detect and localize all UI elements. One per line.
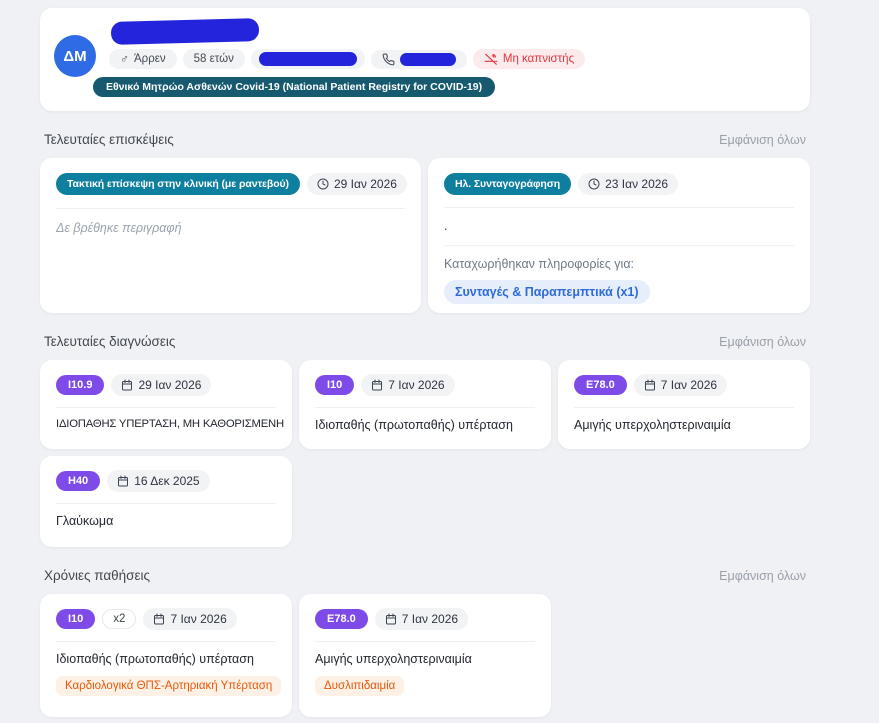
icd10-code-badge: E78.0 (315, 609, 368, 629)
card-divider (444, 207, 794, 208)
diagnosis-name: Γλαύκωμα (56, 514, 114, 528)
avatar: ΔΜ (54, 35, 96, 77)
chronic-show-all-link[interactable]: Εμφάνιση όλων (719, 568, 806, 583)
patient-id-redacted (258, 52, 357, 66)
visits-section-title: Τελευταίες επισκέψεις (44, 132, 174, 147)
visit-date: 23 Ιαν 2026 (605, 177, 669, 191)
diagnosis-date-badge: 7 Ιαν 2026 (633, 374, 728, 396)
chronic-condition-card[interactable]: I10 x2 7 Ιαν 2026 Ιδιοπαθής (πρωτοπαθής)… (40, 594, 292, 717)
chronic-condition-card[interactable]: E78.0 7 Ιαν 2026 Αμιγής υπερχοληστεριναι… (299, 594, 551, 717)
non-smoker-label: Μη καπνιστής (502, 53, 575, 65)
gender-label: Άρρεν (134, 53, 166, 65)
visit-date-badge: 23 Ιαν 2026 (578, 173, 679, 195)
patient-header-card: ΔΜ ♂ Άρρεν 58 ετών (40, 8, 810, 111)
prescriptions-referrals-tag[interactable]: Συνταγές & Παραπεμπτικά (x1) (444, 280, 650, 304)
visit-date: 29 Ιαν 2026 (333, 177, 397, 191)
diagnosis-date-badge: 29 Ιαν 2026 (111, 374, 212, 396)
diagnosis-card[interactable]: E78.0 7 Ιαν 2026 Αμιγής υπερχοληστεριναι… (558, 360, 810, 449)
chronic-section-title: Χρόνιες παθήσεις (44, 568, 151, 583)
visit-description: Δε βρέθηκε περιγραφή (56, 221, 182, 235)
chronic-cards-grid: I10 x2 7 Ιαν 2026 Ιδιοπαθής (πρωτοπαθής)… (40, 594, 810, 717)
no-smoking-icon (484, 52, 498, 66)
condition-category-tag: Δυσλιπιδαιμία (315, 676, 405, 696)
calendar-icon (385, 613, 397, 625)
diagnosis-date: 7 Ιαν 2026 (660, 378, 718, 392)
diagnosis-date-badge: 7 Ιαν 2026 (361, 374, 455, 396)
non-smoker-badge: Μη καπνιστής (472, 49, 586, 69)
visit-card[interactable]: Τακτική επίσκεψη στην κλινική (με ραντεβ… (40, 158, 421, 313)
age-label: 58 ετών (193, 53, 234, 65)
condition-date: 7 Ιαν 2026 (401, 612, 459, 626)
visit-date-badge: 29 Ιαν 2026 (306, 173, 407, 195)
covid-registry-badge: Εθνικό Μητρώο Ασθενών Covid-19 (National… (93, 77, 496, 97)
calendar-icon (121, 379, 133, 391)
card-divider (56, 407, 276, 408)
icd10-code-badge: E78.0 (574, 375, 627, 395)
gender-badge: ♂ Άρρεν (109, 49, 177, 69)
condition-date-badge: 7 Ιαν 2026 (374, 608, 469, 630)
card-divider (56, 208, 405, 209)
card-divider (315, 407, 535, 408)
clock-icon (317, 178, 329, 190)
diagnosis-card[interactable]: H40 16 Δεκ 2025 Γλαύκωμα (40, 456, 292, 547)
diagnosis-card[interactable]: I10.9 29 Ιαν 2026 ΙΔΙΟΠΑΘΗΣ ΥΠΕΡΤΑΣΗ, ΜΗ… (40, 360, 292, 449)
age-badge: 58 ετών (182, 49, 245, 69)
condition-date-badge: 7 Ιαν 2026 (143, 608, 237, 630)
occurrence-count-badge: x2 (102, 609, 137, 629)
card-divider (574, 407, 794, 408)
visit-description: . (444, 219, 448, 233)
male-icon: ♂ (120, 52, 129, 66)
diagnoses-section-header: Τελευταίες διαγνώσεις Εμφάνιση όλων (44, 334, 806, 349)
card-divider (444, 245, 794, 246)
chronic-section-header: Χρόνιες παθήσεις Εμφάνιση όλων (44, 568, 806, 583)
condition-category-tag: Καρδιολογικά ΘΠΣ-Αρτηριακή Υπέρταση (56, 676, 282, 696)
calendar-icon (117, 475, 129, 487)
calendar-icon (371, 379, 383, 391)
clock-icon (588, 178, 600, 190)
phone-badge (370, 49, 467, 69)
phone-icon (382, 53, 395, 66)
visit-type-badge: Τακτική επίσκεψη στην κλινική (με ραντεβ… (56, 173, 300, 195)
diagnoses-section-title: Τελευταίες διαγνώσεις (44, 334, 176, 349)
calendar-icon (153, 613, 165, 625)
condition-name: Αμιγής υπερχοληστεριναιμία (315, 652, 472, 666)
diagnosis-name: Αμιγής υπερχοληστεριναιμία (574, 418, 731, 432)
diagnosis-name: ΙΔΙΟΠΑΘΗΣ ΥΠΕΡΤΑΣΗ, ΜΗ ΚΑΘΟΡΙΣΜΕΝΗ (56, 418, 284, 430)
patient-id-badge (250, 49, 365, 69)
calendar-icon (644, 379, 656, 391)
diagnosis-card[interactable]: I10 7 Ιαν 2026 Ιδιοπαθής (πρωτοπαθής) υπ… (299, 360, 551, 449)
patient-name-redacted (110, 18, 260, 45)
recorded-info-label: Καταχωρήθηκαν πληροφορίες για: (444, 257, 635, 271)
diagnosis-date: 29 Ιαν 2026 (138, 378, 202, 392)
visit-type-badge: Ηλ. Συνταγογράφηση (444, 173, 572, 195)
diagnoses-show-all-link[interactable]: Εμφάνιση όλων (719, 334, 806, 349)
card-divider (315, 641, 535, 642)
card-divider (56, 503, 276, 504)
diagnosis-date: 16 Δεκ 2025 (134, 474, 200, 488)
phone-number-redacted (399, 52, 456, 66)
icd10-code-badge: I10 (56, 609, 96, 629)
visits-section-header: Τελευταίες επισκέψεις Εμφάνιση όλων (44, 132, 806, 147)
visits-show-all-link[interactable]: Εμφάνιση όλων (719, 132, 806, 147)
visit-card[interactable]: Ηλ. Συνταγογράφηση 23 Ιαν 2026 . Καταχωρ… (428, 158, 810, 313)
visits-cards-row: Τακτική επίσκεψη στην κλινική (με ραντεβ… (40, 158, 810, 313)
diagnosis-date: 7 Ιαν 2026 (388, 378, 445, 392)
icd10-code-badge: H40 (56, 471, 101, 491)
card-divider (56, 641, 276, 642)
icd10-code-badge: I10 (315, 375, 355, 395)
condition-date: 7 Ιαν 2026 (170, 612, 227, 626)
diagnosis-name: Ιδιοπαθής (πρωτοπαθής) υπέρταση (315, 418, 513, 432)
condition-name: Ιδιοπαθής (πρωτοπαθής) υπέρταση (56, 652, 254, 666)
diagnosis-date-badge: 16 Δεκ 2025 (107, 470, 210, 492)
diagnoses-cards-grid: I10.9 29 Ιαν 2026 ΙΔΙΟΠΑΘΗΣ ΥΠΕΡΤΑΣΗ, ΜΗ… (40, 360, 810, 547)
icd10-code-badge: I10.9 (56, 375, 105, 395)
